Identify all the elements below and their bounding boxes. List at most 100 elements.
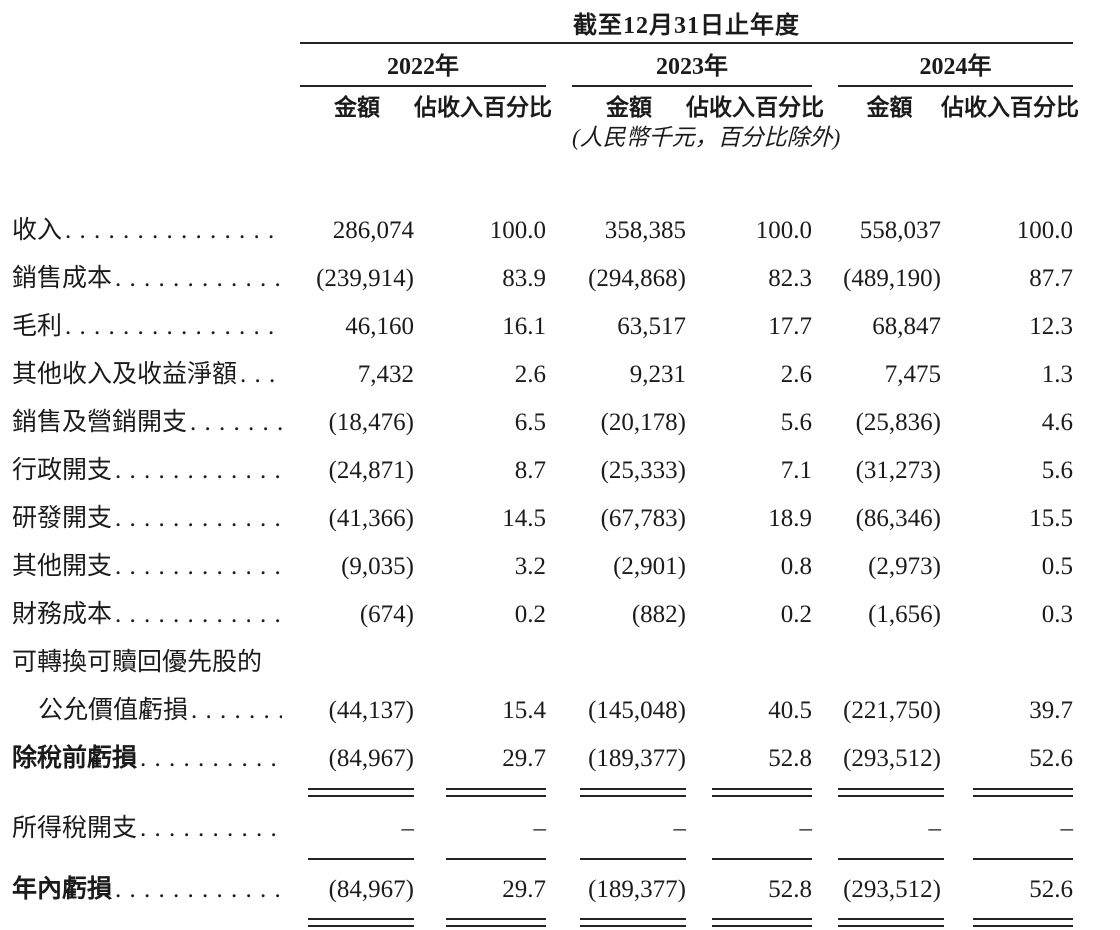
row-label: 銷售成本. . . . . . . . . . . . . . . . . . …: [12, 255, 300, 303]
double-rule: [973, 788, 1073, 797]
amount-2024: (293,512): [843, 876, 941, 903]
single-rule: [308, 858, 414, 860]
dot-leader: . . . . . . . . . . . . . . . . . . . . …: [191, 697, 282, 724]
row-label: 財務成本. . . . . . . . . . . . . . . . . . …: [12, 591, 300, 639]
amount-2023: 358,385: [604, 217, 686, 244]
dot-leader: . . . . . . . . . . . . . . . . . . . . …: [140, 745, 282, 772]
table-row-preferred-shares-line1: 可轉換可贖回優先股的: [12, 639, 1120, 687]
amount-2023: (145,048): [588, 697, 686, 724]
percent-2023: 100.0: [755, 217, 812, 244]
double-rule: [838, 788, 944, 797]
amount-2024: (86,346): [855, 505, 941, 532]
row-label-text: 銷售成本: [12, 265, 113, 292]
dot-leader: . . . . . . . . . . . . . . . . . . . . …: [115, 505, 282, 532]
row-label-text: 公允價值虧損: [38, 697, 189, 724]
percent-2024: 52.6: [1029, 745, 1073, 772]
year-header-2024: 2024年: [838, 44, 1073, 87]
table-row-cost-of-sales: 銷售成本. . . . . . . . . . . . . . . . . . …: [12, 255, 1120, 303]
amount-2023: –: [673, 815, 687, 842]
percent-2024: 87.7: [1029, 265, 1073, 292]
single-rule: [712, 858, 812, 860]
percent-2022: 100.0: [489, 217, 546, 244]
dot-leader: . . . . . . . . . . . . . . . . . . . . …: [240, 361, 282, 388]
row-label: 其他收入及收益淨額. . . . . . . . . . . . . . . .…: [12, 351, 300, 399]
amount-column-header-2023: 金額: [606, 95, 652, 120]
table-row-other-income: 其他收入及收益淨額. . . . . . . . . . . . . . . .…: [12, 351, 1120, 399]
percent-2023: 40.5: [768, 697, 812, 724]
table-row-research-development: 研發開支. . . . . . . . . . . . . . . . . . …: [12, 495, 1120, 543]
double-rule: [446, 788, 546, 797]
percent-2023: 0.2: [780, 601, 812, 628]
amount-2022: (41,366): [328, 505, 414, 532]
amount-column-header-2024: 金額: [866, 95, 913, 120]
row-label: 行政開支. . . . . . . . . . . . . . . . . . …: [12, 447, 300, 495]
double-rule: [580, 788, 686, 797]
percent-2023: 7.1: [780, 457, 812, 484]
percent-2024: 0.5: [1041, 553, 1073, 580]
single-rule: [973, 858, 1073, 860]
amount-2024: 68,847: [872, 313, 941, 340]
percent-2024: 12.3: [1029, 313, 1073, 340]
double-rule: [446, 918, 546, 927]
single-rule: [838, 858, 944, 860]
amount-2022: (674): [359, 601, 414, 628]
percent-2024: 15.5: [1029, 505, 1073, 532]
percent-2023: 18.9: [768, 505, 812, 532]
percent-2022: –: [533, 815, 547, 842]
amount-2024: –: [928, 815, 942, 842]
percent-2023: 52.8: [768, 745, 812, 772]
row-label: 其他開支. . . . . . . . . . . . . . . . . . …: [12, 543, 300, 591]
row-label-text: 收入: [12, 217, 63, 244]
amount-2023: (294,868): [588, 265, 686, 292]
single-rule-row: [12, 858, 1120, 860]
row-label-text: 其他開支: [12, 553, 113, 580]
double-rule: [712, 918, 812, 927]
percent-2023: 52.8: [768, 876, 812, 903]
percent-2022: 16.1: [502, 313, 546, 340]
double-rule: [838, 918, 944, 927]
percent-2024: 39.7: [1029, 697, 1073, 724]
row-label-text: 銷售及營銷開支: [12, 409, 188, 436]
amount-2022: 46,160: [345, 313, 414, 340]
table-row-selling-marketing: 銷售及營銷開支. . . . . . . . . . . . . . . . .…: [12, 399, 1120, 447]
percent-2022: 29.7: [502, 876, 546, 903]
dot-leader: . . . . . . . . . . . . . . . . . . . . …: [190, 409, 282, 436]
table-row-administrative: 行政開支. . . . . . . . . . . . . . . . . . …: [12, 447, 1120, 495]
row-label: 毛利. . . . . . . . . . . . . . . . . . . …: [12, 303, 300, 351]
amount-2024: (293,512): [843, 745, 941, 772]
amount-2024: (221,750): [843, 697, 941, 724]
percent-2024: 100.0: [1016, 217, 1073, 244]
percent-2023: 82.3: [768, 265, 812, 292]
amount-2024: 7,475: [884, 361, 941, 388]
amount-2024: (489,190): [843, 265, 941, 292]
dot-leader: . . . . . . . . . . . . . . . . . . . . …: [115, 457, 282, 484]
table-row-income-tax: 所得稅開支. . . . . . . . . . . . . . . . . .…: [12, 805, 1120, 853]
amount-2024: (25,836): [855, 409, 941, 436]
amount-2022: (84,967): [328, 876, 414, 903]
row-label-text: 可轉換可贖回優先股的: [12, 649, 263, 676]
amount-2022: 7,432: [357, 361, 414, 388]
row-label-text: 毛利: [12, 313, 63, 340]
double-rule: [308, 918, 414, 927]
double-rule-row: [12, 918, 1120, 927]
header-body-gap: [12, 151, 1120, 207]
row-label-text: 所得稅開支: [12, 815, 138, 842]
amount-2023: (2,901): [613, 553, 686, 580]
row-label-text: 行政開支: [12, 457, 113, 484]
row-label-text: 財務成本: [12, 601, 113, 628]
amount-2022: (9,035): [341, 553, 414, 580]
amount-2023: (67,783): [600, 505, 686, 532]
table-row-fair-value-loss: 公允價值虧損. . . . . . . . . . . . . . . . . …: [12, 687, 1120, 735]
double-rule: [712, 788, 812, 797]
dot-leader: . . . . . . . . . . . . . . . . . . . . …: [65, 217, 282, 244]
dot-leader: . . . . . . . . . . . . . . . . . . . . …: [140, 815, 282, 842]
table-title: 截至12月31日止年度: [573, 13, 800, 39]
amount-2024: (2,973): [868, 553, 941, 580]
percent-2022: 15.4: [502, 697, 546, 724]
amount-2023: 9,231: [629, 361, 686, 388]
percent-2022: 0.2: [514, 601, 546, 628]
row-label: 研發開支. . . . . . . . . . . . . . . . . . …: [12, 495, 300, 543]
amount-2023: (189,377): [588, 876, 686, 903]
amount-2022: 286,074: [332, 217, 414, 244]
amount-2024: (1,656): [868, 601, 941, 628]
